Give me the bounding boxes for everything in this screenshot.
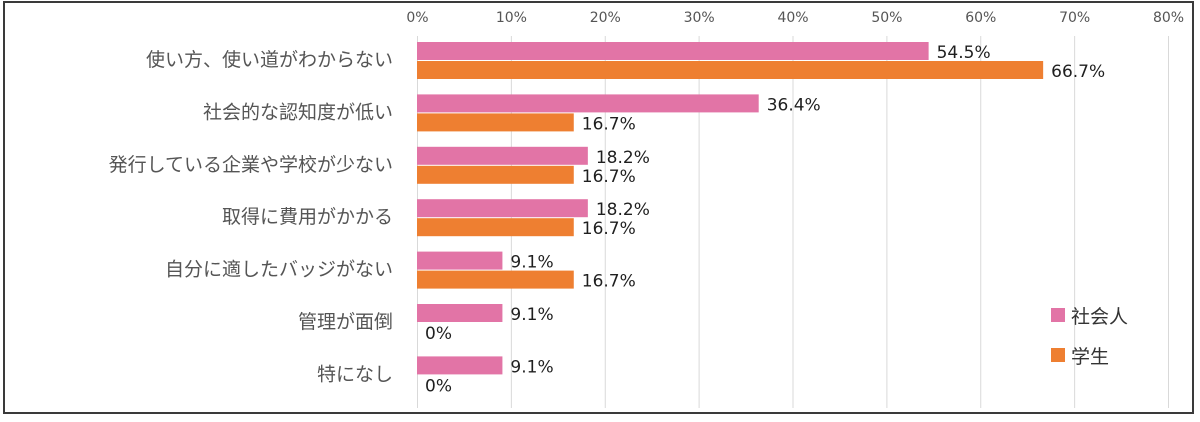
category-label: 社会的な認知度が低い — [203, 101, 393, 123]
data-label: 16.7% — [582, 272, 636, 292]
x-tick-label: 70% — [1059, 10, 1090, 26]
data-label: 9.1% — [510, 305, 553, 325]
legend-label: 社会人 — [1071, 306, 1128, 328]
x-tick-label: 40% — [777, 10, 808, 26]
legend-swatch — [1051, 348, 1065, 362]
data-label: 16.7% — [582, 219, 636, 239]
bar-shakaijin — [417, 304, 503, 322]
legend-label: 学生 — [1071, 346, 1109, 368]
bar-shakaijin — [417, 251, 503, 270]
category-label: 管理が面倒 — [298, 311, 393, 333]
x-tick-label: 60% — [965, 10, 996, 26]
legend-swatch — [1051, 308, 1065, 322]
bar-gakusei — [417, 61, 1044, 79]
data-label: 36.4% — [767, 95, 821, 115]
bar-gakusei — [417, 113, 574, 132]
x-tick-label: 0% — [406, 10, 428, 26]
bar-gakusei — [417, 270, 574, 289]
category-label: 取得に費用がかかる — [222, 206, 393, 228]
data-label: 9.1% — [510, 357, 553, 377]
data-label: 18.2% — [596, 148, 650, 168]
x-tick-label: 30% — [684, 10, 715, 26]
x-tick-label: 80% — [1153, 10, 1184, 26]
category-label: 自分に適したバッジがない — [165, 259, 393, 281]
category-label: 発行している企業や学校が少ない — [109, 154, 393, 176]
bar-shakaijin — [417, 199, 588, 218]
bar-shakaijin — [417, 356, 503, 375]
data-label: 0% — [425, 324, 452, 344]
bar-gakusei — [417, 218, 574, 237]
data-label: 66.7% — [1051, 62, 1105, 82]
data-label: 16.7% — [582, 167, 636, 187]
data-label: 54.5% — [937, 43, 991, 63]
x-tick-label: 10% — [496, 10, 527, 26]
chart-frame: 0% 10% 20% 30% 40% 50% 60% 70% 80% 使い方、使い道がわからない 5… — [3, 1, 1194, 414]
data-label: 18.2% — [596, 200, 650, 220]
category-label: 使い方、使い道がわからない — [146, 49, 393, 71]
bar-shakaijin — [417, 146, 588, 165]
category-label: 特になし — [317, 363, 393, 385]
data-label: 9.1% — [510, 253, 553, 273]
x-tick-label: 50% — [871, 10, 902, 26]
data-label: 16.7% — [582, 114, 636, 134]
data-label: 0% — [425, 376, 452, 396]
bar-shakaijin — [417, 94, 759, 113]
x-tick-label: 20% — [590, 10, 621, 26]
bar-gakusei — [417, 165, 574, 184]
bar-shakaijin — [417, 42, 929, 60]
bar-chart: 0% 10% 20% 30% 40% 50% 60% 70% 80% 使い方、使い道がわからない 5… — [109, 10, 1184, 408]
